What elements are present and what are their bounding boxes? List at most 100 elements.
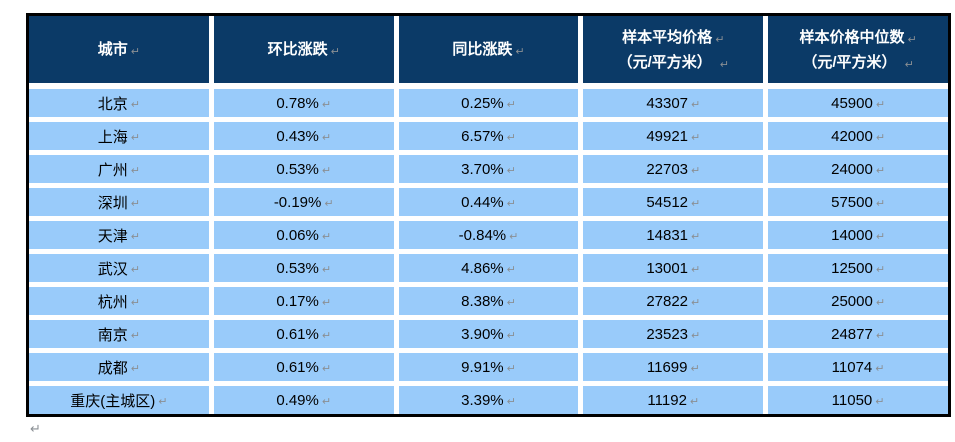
cell-mom[interactable]: 0.43% ↵ <box>213 122 394 150</box>
return-mark-icon: ↵ <box>719 57 729 71</box>
cell-yoy[interactable]: 4.86% ↵ <box>398 254 579 282</box>
cell-value: 11192 <box>647 391 687 409</box>
return-mark-icon: ↵ <box>506 295 516 309</box>
cell-value: 广州 <box>97 161 128 179</box>
header-label: 样本平均价格 <box>622 28 713 46</box>
return-mark-icon: ↵ <box>506 163 516 177</box>
cell-yoy[interactable]: 8.38% ↵ <box>398 287 579 315</box>
header-cell-mom[interactable]: 环比涨跌 ↵ <box>213 16 394 83</box>
return-mark-icon: ↵ <box>690 361 700 375</box>
cell-value: 0.25% <box>461 94 504 112</box>
cell-yoy[interactable]: 3.90% ↵ <box>398 320 579 348</box>
cell-city[interactable]: 武汉 ↵ <box>29 254 209 282</box>
return-mark-icon: ↵ <box>691 229 701 243</box>
cell-yoy[interactable]: 9.91% ↵ <box>398 353 579 381</box>
cell-value: 13001 <box>646 259 689 277</box>
cell-median[interactable]: 25000 ↵ <box>768 287 948 315</box>
paragraph-mark-icon: ↵ <box>30 422 41 437</box>
cell-avg[interactable]: 13001 ↵ <box>583 254 764 282</box>
table-row: 广州↵ 0.53%↵ 3.70%↵ 22703↵ 24000↵ ↵ <box>29 155 948 183</box>
return-mark-icon: ↵ <box>691 163 701 177</box>
cell-mom[interactable]: 0.61% ↵ <box>213 320 394 348</box>
cell-value: 22703 <box>646 160 689 178</box>
return-mark-icon: ↵ <box>691 130 701 144</box>
cell-mom[interactable]: 0.78% ↵ <box>213 89 394 117</box>
cell-value: 天津 <box>97 227 128 245</box>
cell-avg[interactable]: 54512 ↵ <box>583 188 764 216</box>
return-mark-icon: ↵ <box>904 57 914 71</box>
cell-avg[interactable]: 49921 ↵ <box>583 122 764 150</box>
cell-median[interactable]: 45900 ↵ <box>768 89 948 117</box>
cell-median[interactable]: 57500 ↵ <box>768 188 948 216</box>
cell-value: 0.53% <box>276 259 319 277</box>
cell-median[interactable]: 12500 ↵ <box>768 254 948 282</box>
cell-mom[interactable]: 0.17% ↵ <box>213 287 394 315</box>
return-mark-icon: ↵ <box>130 262 141 276</box>
return-mark-icon: ↵ <box>321 262 332 276</box>
table-row: 北京↵ 0.78%↵ 0.25%↵ 43307↵ 45900↵ ↵ <box>29 89 948 117</box>
cell-yoy[interactable]: 0.44% ↵ <box>398 188 579 216</box>
header-cell-city[interactable]: 城市 ↵ <box>29 16 209 83</box>
cell-city[interactable]: 深圳 ↵ <box>29 188 209 216</box>
cell-median[interactable]: 42000 ↵ <box>768 122 948 150</box>
cell-mom[interactable]: 0.53% ↵ <box>213 155 394 183</box>
header-cell-avg-price[interactable]: 样本平均价格 ↵ （元/平方米） ↵ <box>583 16 764 83</box>
header-sublabel: （元/平方米） <box>617 53 712 71</box>
cell-mom[interactable]: 0.61% ↵ <box>213 353 394 381</box>
header-label: 同比涨跌 <box>452 41 513 58</box>
cell-mom[interactable]: 0.06% ↵ <box>213 221 394 249</box>
cell-value: 南京 <box>97 326 128 344</box>
cell-city[interactable]: 成都 ↵ <box>29 353 209 381</box>
cell-value: 0.78% <box>276 94 319 112</box>
cell-median[interactable]: 11074 ↵ <box>768 353 948 381</box>
cell-value: 27822 <box>646 292 689 310</box>
cell-value: 42000 <box>831 127 873 145</box>
return-mark-icon: ↵ <box>506 97 516 111</box>
table-header-row: 城市 ↵ 环比涨跌 ↵ 同比涨跌 ↵ 样本平均价格 ↵ （元/平方米） ↵ 样本价格中位数… <box>29 16 948 83</box>
cell-median[interactable]: 24877 ↵ <box>768 320 948 348</box>
cell-value: -0.19% <box>273 193 322 211</box>
cell-city[interactable]: 北京 ↵ <box>29 89 209 117</box>
cell-yoy[interactable]: 3.39% ↵ <box>398 386 579 414</box>
cell-mom[interactable]: -0.19% ↵ <box>213 188 394 216</box>
header-cell-median-price[interactable]: 样本价格中位数 ↵ （元/平方米） ↵ <box>768 16 948 83</box>
cell-city[interactable]: 南京 ↵ <box>29 320 209 348</box>
cell-yoy[interactable]: -0.84% ↵ <box>398 221 579 249</box>
cell-city[interactable]: 杭州 ↵ <box>29 287 209 315</box>
return-mark-icon: ↵ <box>158 394 168 408</box>
return-mark-icon: ↵ <box>321 295 332 309</box>
cell-value: 14831 <box>646 226 689 244</box>
return-mark-icon: ↵ <box>330 45 340 58</box>
cell-avg[interactable]: 14831 ↵ <box>583 221 764 249</box>
cell-city[interactable]: 重庆(主城区) ↵ <box>29 386 209 414</box>
header-sublabel: （元/平方米） <box>802 53 897 71</box>
cell-avg[interactable]: 22703 ↵ <box>583 155 764 183</box>
cell-avg[interactable]: 23523 ↵ <box>583 320 764 348</box>
cell-avg[interactable]: 11699 ↵ <box>583 353 764 381</box>
return-mark-icon: ↵ <box>321 361 332 375</box>
cell-yoy[interactable]: 3.70% ↵ <box>398 155 579 183</box>
return-mark-icon: ↵ <box>321 328 332 342</box>
header-cell-yoy[interactable]: 同比涨跌 ↵ <box>398 16 579 83</box>
cell-median[interactable]: 24000 ↵ <box>768 155 948 183</box>
table-row: 重庆(主城区)↵ 0.49%↵ 3.39%↵ 11192↵ 11050↵ ↵ <box>29 386 948 414</box>
cell-value: 23523 <box>646 325 689 343</box>
cell-value: 北京 <box>97 95 128 113</box>
cell-city[interactable]: 广州 ↵ <box>29 155 209 183</box>
cell-yoy[interactable]: 0.25% ↵ <box>398 89 579 117</box>
cell-value: 0.43% <box>276 127 319 145</box>
cell-yoy[interactable]: 6.57% ↵ <box>398 122 579 150</box>
cell-avg[interactable]: 11192 ↵ <box>583 386 764 414</box>
cell-city[interactable]: 天津 ↵ <box>29 221 209 249</box>
cell-median[interactable]: 11050 ↵ <box>768 386 948 414</box>
table-row: 南京↵ 0.61%↵ 3.90%↵ 23523↵ 24877↵ ↵ <box>29 320 948 348</box>
cell-median[interactable]: 14000 ↵ <box>768 221 948 249</box>
cell-avg[interactable]: 27822 ↵ <box>583 287 764 315</box>
cell-value: 3.70% <box>461 160 504 178</box>
cell-mom[interactable]: 0.49% ↵ <box>213 386 394 414</box>
table-row: 天津↵ 0.06%↵ -0.84%↵ 14831↵ 14000↵ ↵ <box>29 221 948 249</box>
cell-avg[interactable]: 43307 ↵ <box>583 89 764 117</box>
cell-city[interactable]: 上海 ↵ <box>29 122 209 150</box>
cell-mom[interactable]: 0.53% ↵ <box>213 254 394 282</box>
return-mark-icon: ↵ <box>130 97 141 111</box>
